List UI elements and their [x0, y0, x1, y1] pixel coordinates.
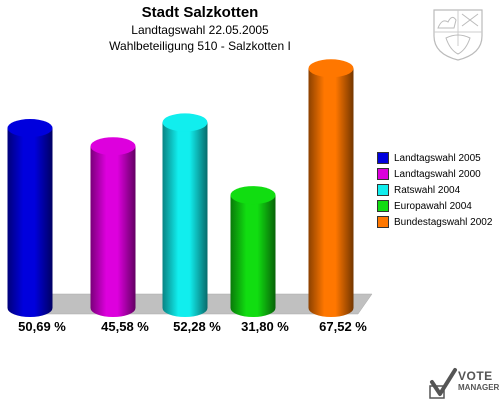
bar-top: [308, 59, 354, 78]
value-label: 52,28 %: [173, 319, 221, 334]
bar-body: [90, 146, 136, 317]
logo-line1: VOTE: [458, 369, 493, 383]
legend-swatch: [377, 152, 389, 164]
bar-body: [162, 122, 208, 317]
bar: [90, 137, 136, 317]
legend-swatch: [377, 168, 389, 180]
chart-header: Stadt Salzkotten Landtagswahl 22.05.2005…: [0, 4, 400, 54]
bar-body: [230, 195, 276, 317]
bars-group: [7, 59, 354, 317]
bar-top: [230, 186, 276, 205]
bar: [7, 119, 53, 317]
legend-swatch: [377, 184, 389, 196]
legend-item: Bundestagswahl 2002: [377, 214, 492, 230]
legend-swatch: [377, 216, 389, 228]
vote-check-icon: [429, 368, 457, 399]
bar-body: [7, 128, 53, 317]
legend-label: Landtagswahl 2005: [394, 152, 481, 164]
value-label: 31,80 %: [241, 319, 289, 334]
bar-top: [162, 113, 208, 132]
legend-item: Ratswahl 2004: [377, 182, 492, 198]
legend-item: Landtagswahl 2005: [377, 150, 492, 166]
bar-top: [7, 119, 53, 138]
chart-subtitle-district: Wahlbeteiligung 510 - Salzkotten I: [109, 39, 291, 53]
value-label: 67,52 %: [319, 319, 367, 334]
logo-text: VOTE MANAGER: [458, 370, 499, 394]
legend-swatch: [377, 200, 389, 212]
bar: [308, 59, 354, 317]
bar: [230, 186, 276, 317]
value-label: 45,58 %: [101, 319, 149, 334]
coat-of-arms-icon: [433, 9, 483, 61]
chart-title: Stadt Salzkotten: [141, 4, 259, 21]
bar-body: [308, 68, 354, 317]
legend-label: Bundestagswahl 2002: [394, 216, 493, 228]
legend-label: Landtagswahl 2000: [394, 168, 481, 180]
chart-subtitle-date: Landtagswahl 22.05.2005: [131, 23, 269, 37]
bar: [162, 113, 208, 317]
value-labels-group: 50,69 % 45,58 % 52,28 % 31,80 % 67,52 %: [18, 319, 367, 334]
legend-item: Europawahl 2004: [377, 198, 492, 214]
value-label: 50,69 %: [18, 319, 66, 334]
vote-manager-logo: VOTE MANAGER: [428, 366, 500, 400]
legend: Landtagswahl 2005 Landtagswahl 2000 Rats…: [377, 150, 492, 230]
logo-line2: MANAGER: [458, 383, 500, 392]
legend-label: Europawahl 2004: [394, 200, 472, 212]
legend-label: Ratswahl 2004: [394, 184, 461, 196]
bar-top: [90, 137, 136, 156]
legend-item: Landtagswahl 2000: [377, 166, 492, 182]
